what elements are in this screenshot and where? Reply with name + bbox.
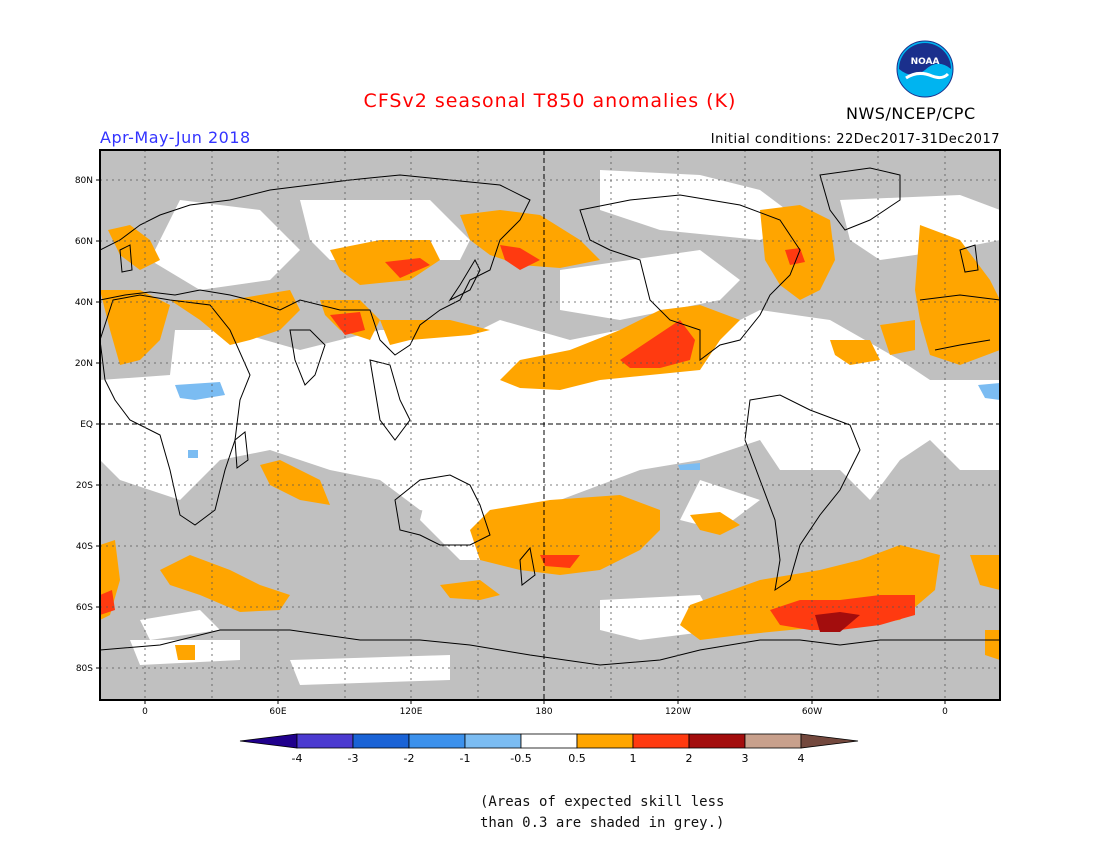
equator-dateline bbox=[100, 150, 1000, 700]
anomaly-field bbox=[100, 150, 1000, 700]
colorbar-label: 1 bbox=[630, 752, 637, 765]
agency-label: NWS/NCEP/CPC bbox=[846, 104, 976, 123]
colorbar-labels: -4 -3 -2 -1 -0.5 0.5 1 2 3 4 bbox=[292, 752, 805, 765]
lat-label: 40S bbox=[76, 542, 93, 552]
lat-label: 20N bbox=[75, 359, 93, 369]
cool-anomaly-regions bbox=[175, 382, 1000, 470]
colorbar-label: -3 bbox=[348, 752, 359, 765]
map-frame bbox=[99, 149, 1001, 701]
lon-label: 60W bbox=[802, 707, 822, 717]
skill-footnote: (Areas of expected skill less than 0.3 a… bbox=[480, 792, 724, 834]
lat-labels: 80N 60N 40N 20N EQ 20S 40S 60S 80S bbox=[75, 176, 93, 674]
lon-label: 120W bbox=[665, 707, 691, 717]
axis-ticks bbox=[96, 179, 946, 704]
valid-period: Apr-May-Jun 2018 bbox=[100, 128, 251, 147]
lat-label: 60S bbox=[76, 603, 93, 613]
noaa-logo-icon: NOAA bbox=[896, 40, 954, 98]
colorbar-swatch bbox=[744, 733, 802, 749]
colorbar-swatch bbox=[520, 733, 578, 749]
colorbar-swatch bbox=[800, 733, 859, 749]
footnote-line: (Areas of expected skill less bbox=[480, 794, 725, 810]
logo-text: NOAA bbox=[911, 57, 940, 67]
lat-label: 80N bbox=[75, 176, 93, 186]
page-title: CFSv2 seasonal T850 anomalies (K) bbox=[363, 90, 737, 112]
warm-anomaly-1-2 bbox=[100, 245, 915, 630]
lon-label: 0 bbox=[942, 707, 948, 717]
colorbar-label: -1 bbox=[460, 752, 471, 765]
lon-label: 120E bbox=[400, 707, 423, 717]
lon-label: 180 bbox=[535, 707, 552, 717]
colorbar-swatch bbox=[688, 733, 746, 749]
colorbar-swatch bbox=[576, 733, 634, 749]
colorbar-label: 2 bbox=[686, 752, 693, 765]
lat-label: 80S bbox=[76, 664, 93, 674]
colorbar-swatch bbox=[296, 733, 354, 749]
lon-label: 60E bbox=[269, 707, 286, 717]
colorbar-label: 4 bbox=[798, 752, 805, 765]
lat-label: 20S bbox=[76, 481, 93, 491]
lat-label: 60N bbox=[75, 237, 93, 247]
initial-conditions: Initial conditions: 22Dec2017-31Dec2017 bbox=[710, 132, 1000, 147]
neutral-regions bbox=[100, 170, 1000, 685]
graticule bbox=[100, 150, 1000, 700]
colorbar-swatch bbox=[464, 733, 522, 749]
colorbar-label: 0.5 bbox=[568, 752, 586, 765]
colorbar-swatch bbox=[239, 733, 298, 749]
colorbar bbox=[239, 733, 859, 749]
warm-anomaly-2-3 bbox=[815, 612, 860, 632]
colorbar-label: -4 bbox=[292, 752, 303, 765]
colorbar-label: 3 bbox=[742, 752, 749, 765]
lat-label: EQ bbox=[80, 420, 93, 430]
colorbar-swatch bbox=[408, 733, 466, 749]
colorbar-swatch bbox=[632, 733, 690, 749]
lat-label: 40N bbox=[75, 298, 93, 308]
footnote-line: than 0.3 are shaded in grey.) bbox=[480, 815, 725, 831]
lon-label: 0 bbox=[142, 707, 148, 717]
lon-labels: 0 60E 120E 180 120W 60W 0 bbox=[142, 707, 948, 717]
colorbar-swatch bbox=[352, 733, 410, 749]
coastlines bbox=[100, 167, 1000, 666]
colorbar-label: -0.5 bbox=[510, 752, 531, 765]
colorbar-label: -2 bbox=[404, 752, 415, 765]
